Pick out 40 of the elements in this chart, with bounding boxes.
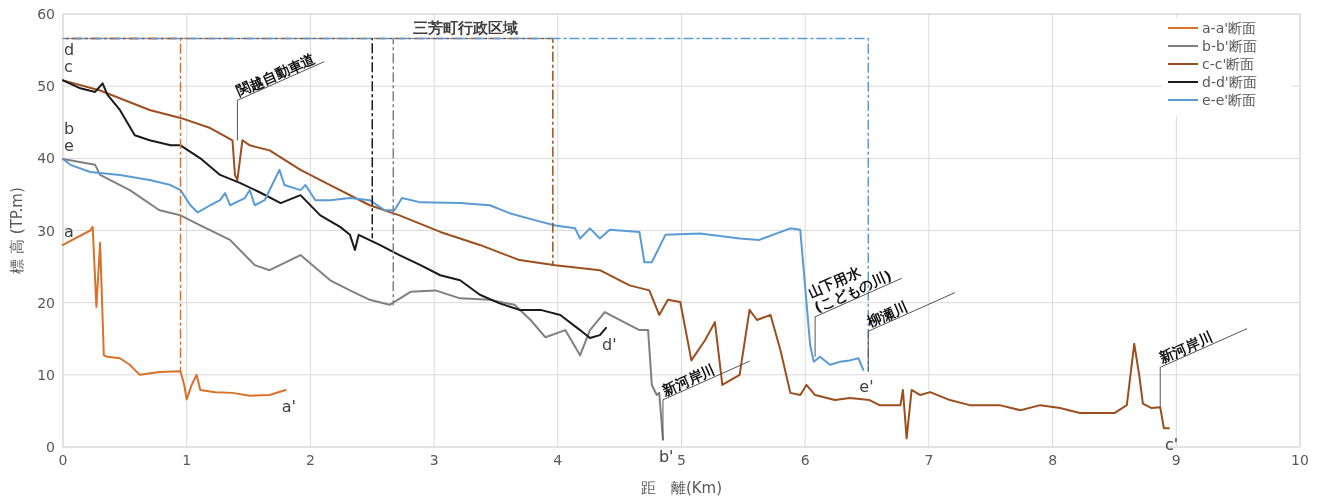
y-tick-label: 40 (37, 150, 55, 167)
y-tick-label: 60 (37, 6, 55, 22)
annotation: c (64, 57, 73, 77)
annotation: b (64, 119, 75, 139)
y-tick-label: 50 (37, 78, 55, 95)
legend-label: a-a'断面 (1202, 20, 1257, 36)
x-tick-label: 5 (677, 452, 686, 468)
x-tick-label: 2 (305, 452, 315, 468)
annotation: 柳瀬川 (864, 298, 910, 331)
annotation: c' (1164, 435, 1179, 455)
x-tick-label: 10 (1291, 452, 1309, 468)
annotation: 関越自動車道 (234, 49, 319, 100)
y-tick-label: 30 (37, 222, 55, 239)
y-axis-title: 標 高 (TP.m) (8, 187, 26, 274)
x-tick-label: 9 (1171, 452, 1181, 468)
legend-label: e-e'断面 (1202, 92, 1257, 108)
annotation: a (64, 221, 74, 241)
x-tick-label: 1 (182, 452, 192, 468)
annotation: b' (658, 446, 674, 466)
annotation: e' (859, 376, 874, 396)
x-tick-label: 8 (1048, 452, 1058, 468)
y-tick-label: 10 (37, 366, 55, 383)
x-tick-label: 6 (800, 452, 810, 468)
annotation: 三芳町行政区域 (413, 19, 519, 37)
annotation: e (64, 136, 74, 156)
x-tick-label: 0 (58, 452, 68, 468)
annotation: 新河岸川 (1156, 328, 1215, 367)
legend-label: b-b'断面 (1202, 38, 1257, 54)
x-tick-label: 4 (553, 452, 563, 468)
x-tick-label: 7 (924, 452, 934, 468)
y-tick-label: 20 (37, 294, 55, 311)
legend-label: d-d'断面 (1202, 74, 1257, 90)
annotation: d' (602, 334, 617, 354)
x-tick-label: 3 (429, 452, 439, 468)
legend-label: c-c'断面 (1202, 56, 1255, 72)
annotation: d (64, 40, 75, 60)
annotation: a' (281, 396, 296, 416)
y-tick-label: 0 (46, 439, 55, 455)
annotation: 新河岸川 (658, 361, 718, 399)
x-axis-title: 距 離(Km) (640, 479, 723, 497)
